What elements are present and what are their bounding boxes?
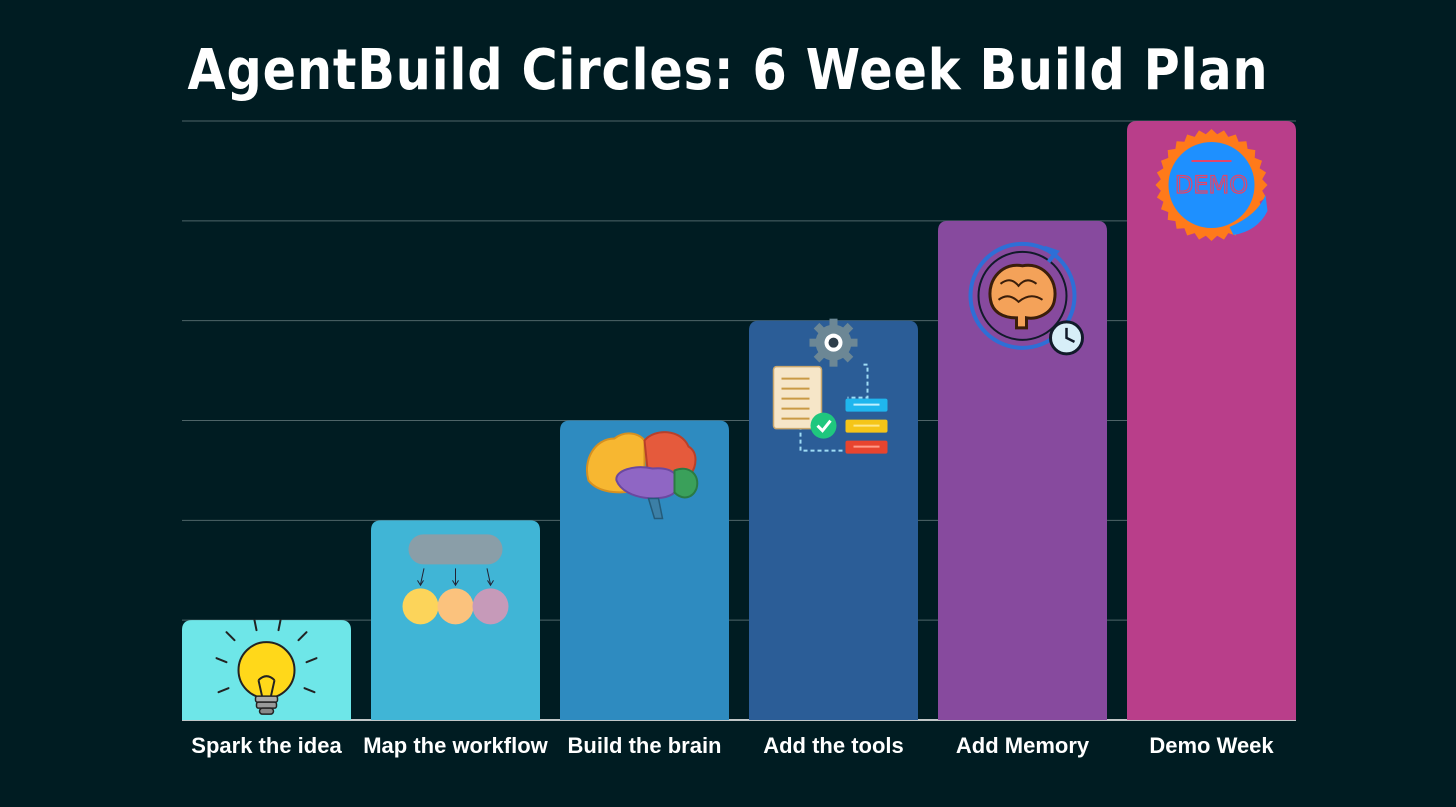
chart-title: AgentBuild Circles: 6 Week Build Plan: [187, 38, 1269, 103]
lightbulb-icon: [215, 619, 318, 715]
bar-6: [1127, 121, 1296, 720]
category-label: Build the brain: [568, 733, 722, 758]
demo-badge-icon: DEMO: [1155, 129, 1268, 241]
category-label: Map the workflow: [363, 733, 548, 758]
brain-icon: [586, 431, 699, 520]
tools-icon: [772, 318, 888, 454]
category-label: Demo Week: [1149, 733, 1274, 758]
category-label: Add the tools: [763, 733, 904, 758]
bar-icons: DEMO: [215, 129, 1268, 715]
category-label: Add Memory: [956, 733, 1090, 758]
demo-badge-text: DEMO: [1175, 171, 1248, 199]
category-labels: Spark the idea Map the workflow Build the …: [191, 733, 1274, 758]
gridlines: [182, 120, 1296, 721]
memory-icon: [968, 241, 1084, 356]
workflow-icon: [402, 534, 509, 625]
category-label: Spark the idea: [191, 733, 342, 758]
